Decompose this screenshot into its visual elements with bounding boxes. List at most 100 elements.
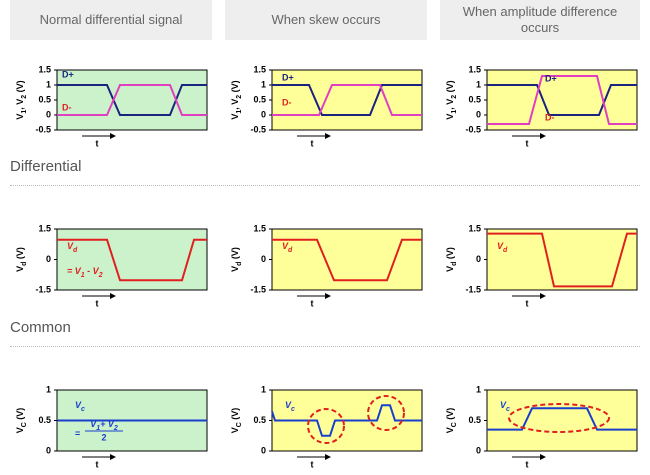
formula: V1+ V2 (90, 419, 118, 431)
column-header: When skew occurs (225, 0, 427, 40)
x-axis-label: t (311, 298, 314, 308)
text-part: (V) (15, 408, 25, 423)
text-part: V (15, 114, 25, 120)
signal-label: D- (282, 97, 292, 107)
text-part: V (67, 241, 74, 251)
signal-label: D- (545, 112, 555, 122)
y-tick-label: 1.5 (253, 64, 266, 74)
signal-label: Vd (282, 241, 293, 253)
subscript: 1 (96, 425, 100, 432)
x-axis-label: t (311, 459, 314, 469)
text-part: (V) (445, 80, 455, 95)
y-axis-label: V1, V2 (V) (445, 80, 457, 119)
waveform (57, 84, 207, 116)
text-part: (V) (230, 80, 240, 95)
waveform (57, 84, 207, 116)
highlight (508, 403, 610, 433)
y-tick-label: 1 (261, 384, 266, 394)
subscript: d (236, 262, 243, 266)
waveform (57, 238, 207, 282)
plot-area (486, 69, 638, 131)
text-part: V (15, 266, 25, 272)
y-axis-label: V1, V2 (V) (15, 80, 27, 119)
subscript: 2 (113, 425, 118, 432)
subscript: 2 (451, 95, 458, 99)
text-part: (V) (445, 408, 455, 423)
y-axis-label: V1, V2 (V) (230, 80, 242, 119)
y-tick-label: 0 (46, 109, 51, 119)
y-tick-label: 1 (261, 79, 266, 89)
plot-area (486, 389, 638, 452)
signal-label: Vc (285, 400, 295, 412)
subscript: 1 (451, 110, 458, 114)
x-axis-label: t (311, 138, 314, 148)
subscript: 2 (21, 95, 28, 99)
highlight (367, 395, 405, 431)
subscript: d (21, 262, 28, 266)
subscript: 1 (21, 110, 28, 114)
y-axis-label: VC (V) (230, 408, 242, 434)
subscript: 1 (236, 110, 243, 114)
y-tick-label: 1 (476, 384, 481, 394)
text-part: , V (15, 99, 25, 110)
y-tick-label: 1.5 (468, 223, 481, 233)
divider (10, 346, 640, 347)
text-part: , V (445, 99, 455, 110)
y-tick-label: 0 (476, 254, 481, 264)
y-tick-label: 0 (476, 109, 481, 119)
signal-label: Vd (497, 241, 508, 253)
y-tick-label: 1.5 (468, 64, 481, 74)
y-tick-label: -1.5 (35, 284, 51, 294)
y-tick-label: 0.5 (253, 415, 266, 425)
y-tick-label: 0.5 (468, 94, 481, 104)
y-tick-label: 0 (261, 109, 266, 119)
subscript: C (21, 422, 28, 427)
plot-area (486, 228, 638, 291)
subscript: 2 (236, 95, 243, 99)
waveform (272, 84, 422, 116)
waveform (487, 407, 637, 431)
text-part: (V) (15, 247, 25, 262)
text-part: (V) (230, 247, 240, 262)
text-part: V (445, 114, 455, 120)
text-part: V (500, 400, 507, 410)
y-axis-label: Vd (V) (445, 247, 457, 272)
subscript: d (503, 247, 508, 254)
column-header: Normal differential signal (10, 0, 212, 40)
y-tick-label: 1 (46, 384, 51, 394)
text-part: V (90, 419, 97, 429)
y-tick-label: 1.5 (38, 223, 51, 233)
y-tick-label: 1.5 (38, 64, 51, 74)
y-tick-label: -0.5 (250, 124, 266, 134)
y-tick-label: -1.5 (465, 284, 481, 294)
text-part: V (445, 427, 455, 433)
x-axis-label: t (96, 298, 99, 308)
formula: = V1 - V2 (67, 266, 103, 278)
waveform (487, 75, 637, 125)
y-axis-label: VC (V) (15, 408, 27, 434)
formula: 2 (101, 432, 106, 442)
x-axis-label: t (526, 138, 529, 148)
y-tick-label: 1 (46, 79, 51, 89)
subscript: C (236, 422, 243, 427)
y-tick-label: 0.5 (253, 94, 266, 104)
y-tick-label: 0 (476, 445, 481, 455)
signal-label: Vc (500, 400, 510, 412)
highlight (307, 408, 345, 444)
waveform (272, 84, 422, 116)
text-part: - V (85, 266, 100, 276)
text-part: V (230, 114, 240, 120)
formula: = (75, 428, 80, 438)
y-tick-label: 0 (261, 254, 266, 264)
y-tick-label: 0.5 (38, 415, 51, 425)
section-title: Differential (10, 158, 82, 175)
subscript: d (451, 262, 458, 266)
waveform (272, 238, 422, 282)
subscript: C (451, 422, 458, 427)
y-tick-label: 0 (46, 254, 51, 264)
signal-label: Vd (67, 241, 78, 253)
x-axis-label: t (96, 459, 99, 469)
text-part: V (15, 427, 25, 433)
